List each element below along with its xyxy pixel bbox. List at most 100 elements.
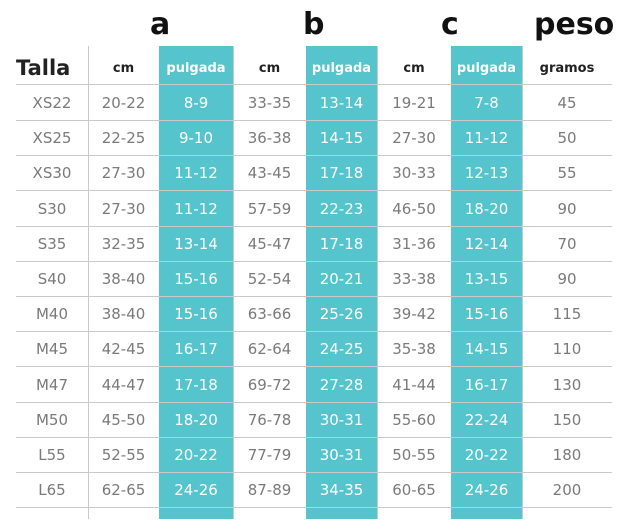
column-divider xyxy=(377,46,378,519)
cell-gramos: 90 xyxy=(557,199,577,218)
table-row: XS25 22-25 9-10 36-38 14-15 27-30 11-12 50 xyxy=(16,121,612,157)
header-divider xyxy=(16,84,612,85)
header-c-pulgada: pulgada xyxy=(456,61,517,76)
cell-gramos: 90 xyxy=(557,270,577,288)
cell-gramos: 55 xyxy=(557,164,577,183)
cell-c-pulgada: 24-26 xyxy=(464,481,509,500)
row-divider xyxy=(16,401,612,403)
cell-a-pulgada: 11-12 xyxy=(174,164,218,183)
row-divider xyxy=(16,296,612,297)
cell-c-pulgada: 16-17 xyxy=(464,375,509,394)
cell-c-cm: 30-33 xyxy=(392,164,436,183)
table-row: M50 45-50 18-20 76-78 30-31 55-60 22-24 150 xyxy=(16,403,612,438)
column-a-inch-highlight xyxy=(159,46,233,519)
cell-gramos: 200 xyxy=(552,481,582,500)
cell-talla: XS22 xyxy=(32,94,72,112)
header-c-cm: cm xyxy=(403,61,425,76)
column-c-inch-highlight xyxy=(451,46,522,519)
cell-b-pulgada: 13-14 xyxy=(319,94,364,112)
cell-b-pulgada: 34-35 xyxy=(319,481,364,500)
cell-c-cm: 27-30 xyxy=(392,129,436,148)
cell-a-pulgada: 13-14 xyxy=(174,234,218,253)
cell-b-cm: 36-38 xyxy=(247,129,292,148)
cell-b-cm: 63-66 xyxy=(247,305,292,324)
cell-c-cm: 39-42 xyxy=(392,305,436,324)
cell-b-pulgada: 17-18 xyxy=(319,234,364,253)
cell-a-cm: 32-35 xyxy=(101,234,146,253)
row-divider xyxy=(16,331,612,333)
cell-a-pulgada: 15-16 xyxy=(174,270,218,288)
header-gramos: gramos xyxy=(539,61,595,76)
group-a-title: a xyxy=(150,7,171,42)
cell-talla: S35 xyxy=(37,234,67,253)
cell-b-cm: 33-35 xyxy=(247,94,292,112)
cell-talla: L55 xyxy=(38,446,66,464)
cell-c-cm: 19-21 xyxy=(392,94,436,112)
cell-a-cm: 38-40 xyxy=(101,270,146,288)
cell-c-cm: 60-65 xyxy=(392,481,436,500)
row-divider xyxy=(16,507,612,509)
cell-b-cm: 43-45 xyxy=(247,164,292,183)
cell-gramos: 180 xyxy=(552,446,582,464)
row-divider xyxy=(16,225,612,227)
cell-c-cm: 33-38 xyxy=(392,270,436,288)
group-b-title: b xyxy=(303,7,325,42)
column-divider xyxy=(522,46,523,519)
cell-a-pulgada: 17-18 xyxy=(174,375,218,394)
cell-c-pulgada: 20-22 xyxy=(464,446,509,464)
cell-talla: M40 xyxy=(35,305,69,324)
cell-c-cm: 31-36 xyxy=(392,234,436,253)
cell-c-pulgada: 11-12 xyxy=(464,129,509,148)
cell-talla: S30 xyxy=(37,199,67,218)
row-divider xyxy=(16,472,612,473)
cell-b-cm: 62-64 xyxy=(247,340,292,359)
row-divider xyxy=(16,120,612,121)
cell-talla: S40 xyxy=(37,270,67,288)
column-b-inch-highlight xyxy=(306,46,377,519)
cell-a-cm: 42-45 xyxy=(101,340,146,359)
table-row: M47 44-47 17-18 69-72 27-28 41-44 16-17 130 xyxy=(16,368,612,403)
table-row: M40 38-40 15-16 63-66 25-26 39-42 15-16 115 xyxy=(16,297,612,333)
cell-c-pulgada: 15-16 xyxy=(464,305,509,324)
row-divider xyxy=(16,190,612,192)
cell-a-pulgada: 11-12 xyxy=(174,199,218,218)
cell-b-pulgada: 22-23 xyxy=(319,199,364,218)
cell-a-cm: 38-40 xyxy=(101,305,146,324)
cell-talla: L65 xyxy=(38,481,66,500)
cell-gramos: 130 xyxy=(552,375,582,394)
cell-b-cm: 69-72 xyxy=(247,375,292,394)
cell-b-pulgada: 20-21 xyxy=(319,270,364,288)
header-a-cm: cm xyxy=(112,61,135,76)
table-row: XS30 27-30 11-12 43-45 17-18 30-33 12-13 55 xyxy=(16,156,612,192)
cell-c-pulgada: 14-15 xyxy=(464,340,509,359)
cell-a-cm: 22-25 xyxy=(101,129,146,148)
cell-c-pulgada: 7-8 xyxy=(474,94,499,112)
table-row: S35 32-35 13-14 45-47 17-18 31-36 12-14 70 xyxy=(16,227,612,262)
cell-talla: XS30 xyxy=(32,164,72,183)
header-b-cm: cm xyxy=(258,61,281,76)
group-peso-title: peso xyxy=(534,7,615,42)
cell-a-pulgada: 8-9 xyxy=(183,94,209,112)
cell-b-cm: 45-47 xyxy=(247,234,292,253)
cell-c-cm: 55-60 xyxy=(392,410,436,429)
cell-c-cm: 35-38 xyxy=(392,340,436,359)
cell-a-cm: 27-30 xyxy=(101,199,146,218)
row-divider xyxy=(16,260,612,262)
cell-a-cm: 45-50 xyxy=(101,410,146,429)
header-talla: Talla xyxy=(16,56,71,80)
cell-b-pulgada: 25-26 xyxy=(319,305,364,324)
cell-gramos: 110 xyxy=(552,340,582,359)
cell-gramos: 115 xyxy=(552,305,582,324)
cell-a-cm: 62-65 xyxy=(101,481,146,500)
table-row: L55 52-55 20-22 77-79 30-31 50-55 20-22 180 xyxy=(16,438,612,473)
cell-b-pulgada: 30-31 xyxy=(319,446,364,464)
group-c-title: c xyxy=(441,7,459,42)
cell-a-pulgada: 9-10 xyxy=(178,129,214,148)
cell-c-cm: 41-44 xyxy=(392,375,436,394)
cell-c-pulgada: 12-14 xyxy=(464,234,509,253)
column-divider xyxy=(233,46,234,519)
cell-c-cm: 46-50 xyxy=(392,199,436,218)
cell-a-cm: 52-55 xyxy=(101,446,146,464)
cell-c-pulgada: 12-13 xyxy=(464,164,509,183)
